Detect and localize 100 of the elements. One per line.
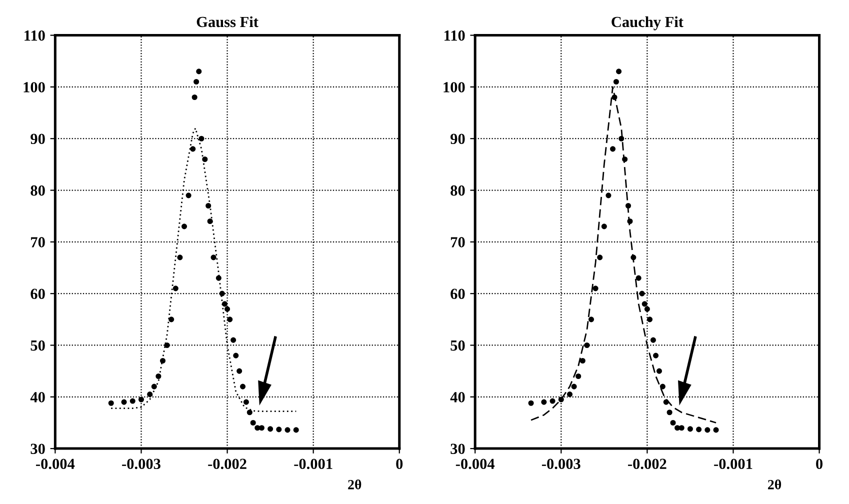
point xyxy=(618,136,624,142)
y-tick-label: 30 xyxy=(450,444,465,454)
point xyxy=(558,396,564,402)
x-tick-label: -0.003 xyxy=(542,458,580,470)
point xyxy=(639,290,645,296)
point xyxy=(190,146,196,152)
point xyxy=(601,224,607,230)
point xyxy=(168,316,174,322)
point xyxy=(650,337,656,343)
point xyxy=(276,426,282,432)
y-tick-label: 70 xyxy=(31,237,45,248)
point xyxy=(293,427,299,433)
point xyxy=(246,410,252,416)
point xyxy=(670,420,676,426)
point xyxy=(666,410,672,416)
point xyxy=(151,384,157,390)
point xyxy=(642,301,648,307)
x-tick-label: -0.002 xyxy=(628,458,666,470)
y-tick-label: 110 xyxy=(444,30,465,41)
point xyxy=(550,398,556,404)
y-tick-label: 60 xyxy=(30,288,45,300)
chart-title: Gauss Fit xyxy=(196,16,258,28)
y-tick-label: 60 xyxy=(450,288,465,300)
point xyxy=(210,254,216,260)
point xyxy=(202,156,208,162)
point xyxy=(597,254,603,260)
point xyxy=(566,392,573,398)
point xyxy=(196,68,202,74)
point xyxy=(580,358,586,364)
point xyxy=(227,316,233,322)
x-tick-label: -0.001 xyxy=(294,458,332,470)
x-tick-label: -0.004 xyxy=(456,458,495,470)
point xyxy=(627,218,633,224)
point xyxy=(194,78,200,85)
x-axis-title: 2θ xyxy=(768,479,782,490)
y-tick-label: 30 xyxy=(30,444,45,454)
y-tick-label: 40 xyxy=(450,392,465,402)
y-tick-label: 40 xyxy=(30,392,45,402)
point xyxy=(646,316,653,322)
point xyxy=(198,136,204,142)
point xyxy=(192,94,198,100)
point xyxy=(219,290,225,296)
point xyxy=(230,337,236,343)
point xyxy=(181,224,188,230)
point xyxy=(588,316,594,322)
x-tick-label: -0.001 xyxy=(714,458,752,470)
point xyxy=(207,218,213,224)
y-tick-label: 100 xyxy=(24,82,45,92)
point xyxy=(622,156,628,162)
point xyxy=(222,301,228,307)
y-tick-label: 80 xyxy=(450,185,465,196)
point xyxy=(121,399,127,405)
point xyxy=(284,427,290,433)
y-tick-label: 90 xyxy=(30,134,45,144)
point xyxy=(696,426,702,432)
point xyxy=(660,384,666,390)
point xyxy=(172,286,178,292)
point xyxy=(687,426,693,432)
point xyxy=(224,306,230,312)
point xyxy=(147,392,153,398)
point xyxy=(656,368,662,374)
y-tick-label: 100 xyxy=(444,82,465,92)
x-tick-label: -0.003 xyxy=(122,458,160,470)
x-tick-label: -0.002 xyxy=(208,458,246,470)
point xyxy=(606,192,612,198)
y-tick-label: 50 xyxy=(30,340,45,351)
point xyxy=(156,373,162,380)
point xyxy=(663,399,669,405)
x-tick-label: 0 xyxy=(396,458,403,470)
y-tick-label: 90 xyxy=(450,134,465,144)
point xyxy=(240,384,246,390)
x-axis-title: 2θ xyxy=(348,479,362,490)
point xyxy=(576,373,582,380)
point xyxy=(541,399,547,405)
x-tick-label: -0.004 xyxy=(36,458,75,470)
point xyxy=(186,192,192,198)
point xyxy=(108,400,114,406)
point xyxy=(130,398,136,404)
point xyxy=(528,400,534,406)
point xyxy=(713,427,719,433)
y-tick-label: 70 xyxy=(450,237,465,248)
y-tick-label: 80 xyxy=(30,185,45,196)
point xyxy=(177,254,183,260)
point xyxy=(206,202,212,209)
point xyxy=(243,399,249,405)
y-tick-label: 110 xyxy=(24,30,45,41)
point xyxy=(236,368,242,374)
point xyxy=(592,286,598,292)
chart-title: Cauchy Fit xyxy=(612,16,684,30)
point xyxy=(610,146,616,152)
point xyxy=(584,342,590,348)
x-tick-label: 0 xyxy=(816,458,823,470)
point xyxy=(613,78,619,85)
point xyxy=(616,68,622,74)
point xyxy=(250,420,256,426)
point xyxy=(625,202,632,209)
point xyxy=(653,352,659,358)
point xyxy=(704,427,710,433)
point xyxy=(216,275,222,281)
point xyxy=(138,396,144,402)
